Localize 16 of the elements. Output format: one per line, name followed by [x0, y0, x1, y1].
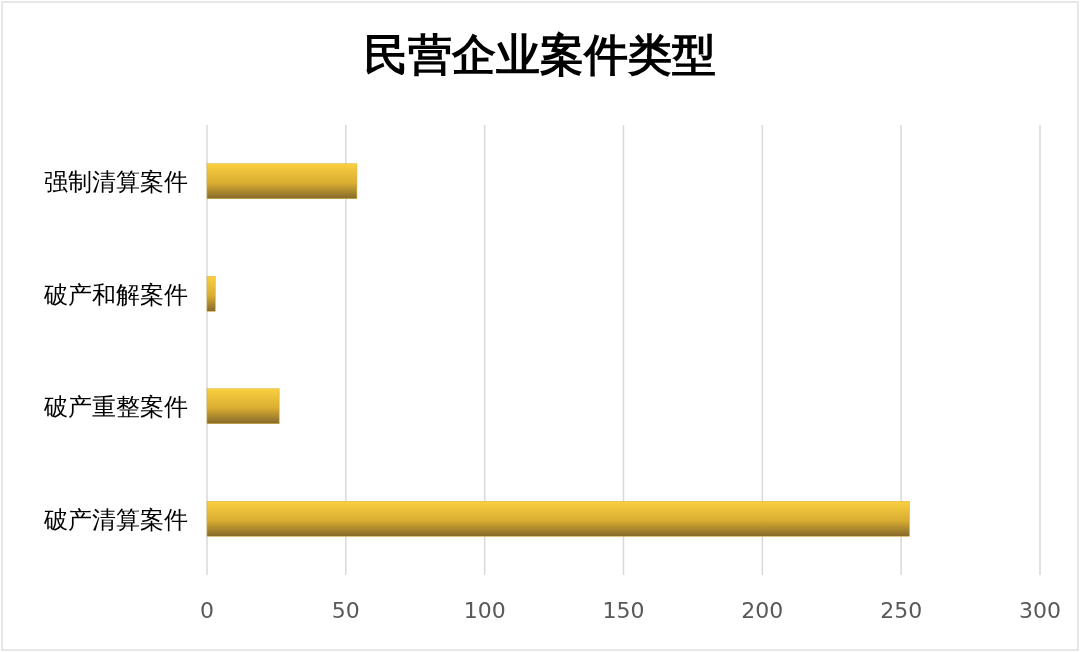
x-tick-label: 300	[1019, 598, 1061, 623]
x-tick-label: 250	[880, 598, 923, 623]
y-tick-label: 破产重整案件	[43, 393, 188, 422]
y-tick-label: 破产和解案件	[43, 280, 188, 309]
x-tick-label: 0	[200, 598, 214, 623]
x-tick-label: 50	[331, 598, 360, 623]
y-tick-label: 强制清算案件	[44, 168, 188, 197]
chart-title: 民营企业案件类型	[364, 29, 716, 80]
y-tick-label: 破产清算案件	[43, 505, 188, 534]
bar	[206, 388, 280, 424]
x-tick-label: 150	[602, 598, 645, 623]
bar	[206, 501, 910, 537]
x-tick-label: 100	[463, 598, 506, 623]
x-tick-label: 200	[741, 598, 784, 623]
bar	[206, 276, 216, 312]
bar	[206, 163, 358, 199]
